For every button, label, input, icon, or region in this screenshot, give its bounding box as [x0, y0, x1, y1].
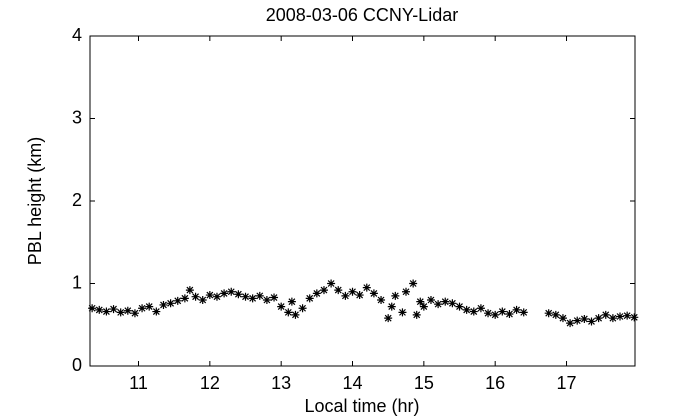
data-point: [159, 300, 168, 309]
data-point: [391, 291, 400, 300]
data-point: [573, 316, 582, 325]
data-point: [198, 296, 207, 304]
data-point: [384, 314, 393, 323]
data-point: [277, 302, 286, 311]
data-point: [173, 296, 182, 305]
data-point: [145, 302, 154, 311]
data-point: [355, 291, 364, 300]
x-tick-label: 15: [414, 373, 434, 393]
data-point: [434, 300, 443, 309]
plot-frame: [89, 35, 636, 367]
data-point: [558, 314, 567, 323]
x-tick-label: 17: [557, 373, 577, 393]
data-point: [234, 290, 243, 299]
x-tick-label: 14: [342, 373, 362, 393]
y-tick-label: 3: [72, 107, 82, 127]
data-point: [348, 287, 357, 296]
data-point: [152, 307, 161, 316]
data-point: [138, 304, 147, 313]
data-point: [298, 304, 307, 313]
data-point: [623, 311, 632, 320]
x-tick-label: 16: [485, 373, 505, 393]
data-point: [220, 289, 229, 298]
data-point: [519, 308, 528, 317]
data-point: [484, 309, 493, 318]
x-tick-label: 13: [271, 373, 291, 393]
x-tick-label: 12: [200, 373, 220, 393]
y-axis-label: PBL height (km): [25, 137, 45, 265]
data-point: [362, 283, 371, 292]
data-point: [334, 286, 343, 295]
data-point: [544, 309, 553, 318]
data-point: [469, 307, 478, 316]
data-point: [505, 310, 514, 319]
data-point: [412, 310, 421, 319]
data-point: [212, 292, 221, 301]
data-point: [409, 279, 418, 288]
data-point: [270, 293, 279, 302]
data-point: [608, 314, 617, 323]
data-point: [327, 279, 336, 288]
data-point: [130, 309, 139, 318]
data-point: [262, 296, 271, 304]
data-point: [241, 292, 250, 301]
data-point: [319, 286, 328, 295]
data-point: [377, 296, 386, 304]
data-point: [448, 299, 457, 308]
x-tick-label: 11: [129, 373, 148, 393]
data-point: [109, 305, 118, 314]
data-point: [476, 304, 485, 313]
data-point: [630, 313, 639, 322]
data-point: [180, 294, 189, 303]
data-point: [284, 308, 293, 317]
data-point: [441, 297, 450, 306]
data-point: [491, 310, 500, 319]
data-point: [426, 296, 435, 304]
data-point: [341, 291, 350, 300]
data-point: [102, 307, 111, 316]
x-axis-label: Local time (hr): [304, 396, 419, 416]
data-point: [616, 312, 625, 321]
data-point: [498, 307, 507, 316]
data-point: [369, 289, 378, 298]
data-point: [191, 292, 200, 301]
y-tick-label: 0: [72, 355, 82, 375]
data-point: [291, 310, 300, 319]
data-point: [462, 305, 471, 314]
chart-title: 2008-03-06 CCNY-Lidar: [266, 5, 458, 25]
data-point: [248, 294, 257, 303]
data-point: [227, 287, 236, 296]
data-point: [166, 299, 175, 308]
data-point: [312, 289, 321, 298]
data-point: [587, 317, 596, 326]
data-point: [398, 308, 407, 317]
data-point: [123, 306, 132, 315]
data-point: [387, 302, 396, 311]
data-point: [88, 304, 97, 313]
y-tick-label: 1: [72, 272, 82, 292]
data-point: [402, 287, 411, 296]
data-point: [601, 310, 610, 319]
data-point: [455, 302, 464, 311]
data-point: [95, 305, 104, 314]
data-point: [205, 291, 214, 300]
data-point: [287, 297, 296, 306]
data-point: [255, 291, 264, 300]
data-point: [416, 297, 425, 306]
data-point: [594, 314, 603, 323]
data-point: [580, 314, 589, 323]
data-point: [116, 308, 125, 317]
data-point: [512, 305, 521, 314]
data-point: [551, 310, 560, 319]
data-point: [185, 286, 194, 295]
data-point: [566, 319, 575, 328]
y-tick-label: 2: [72, 190, 82, 210]
y-tick-label: 4: [72, 25, 82, 45]
data-point: [419, 302, 428, 311]
data-point: [305, 294, 314, 303]
